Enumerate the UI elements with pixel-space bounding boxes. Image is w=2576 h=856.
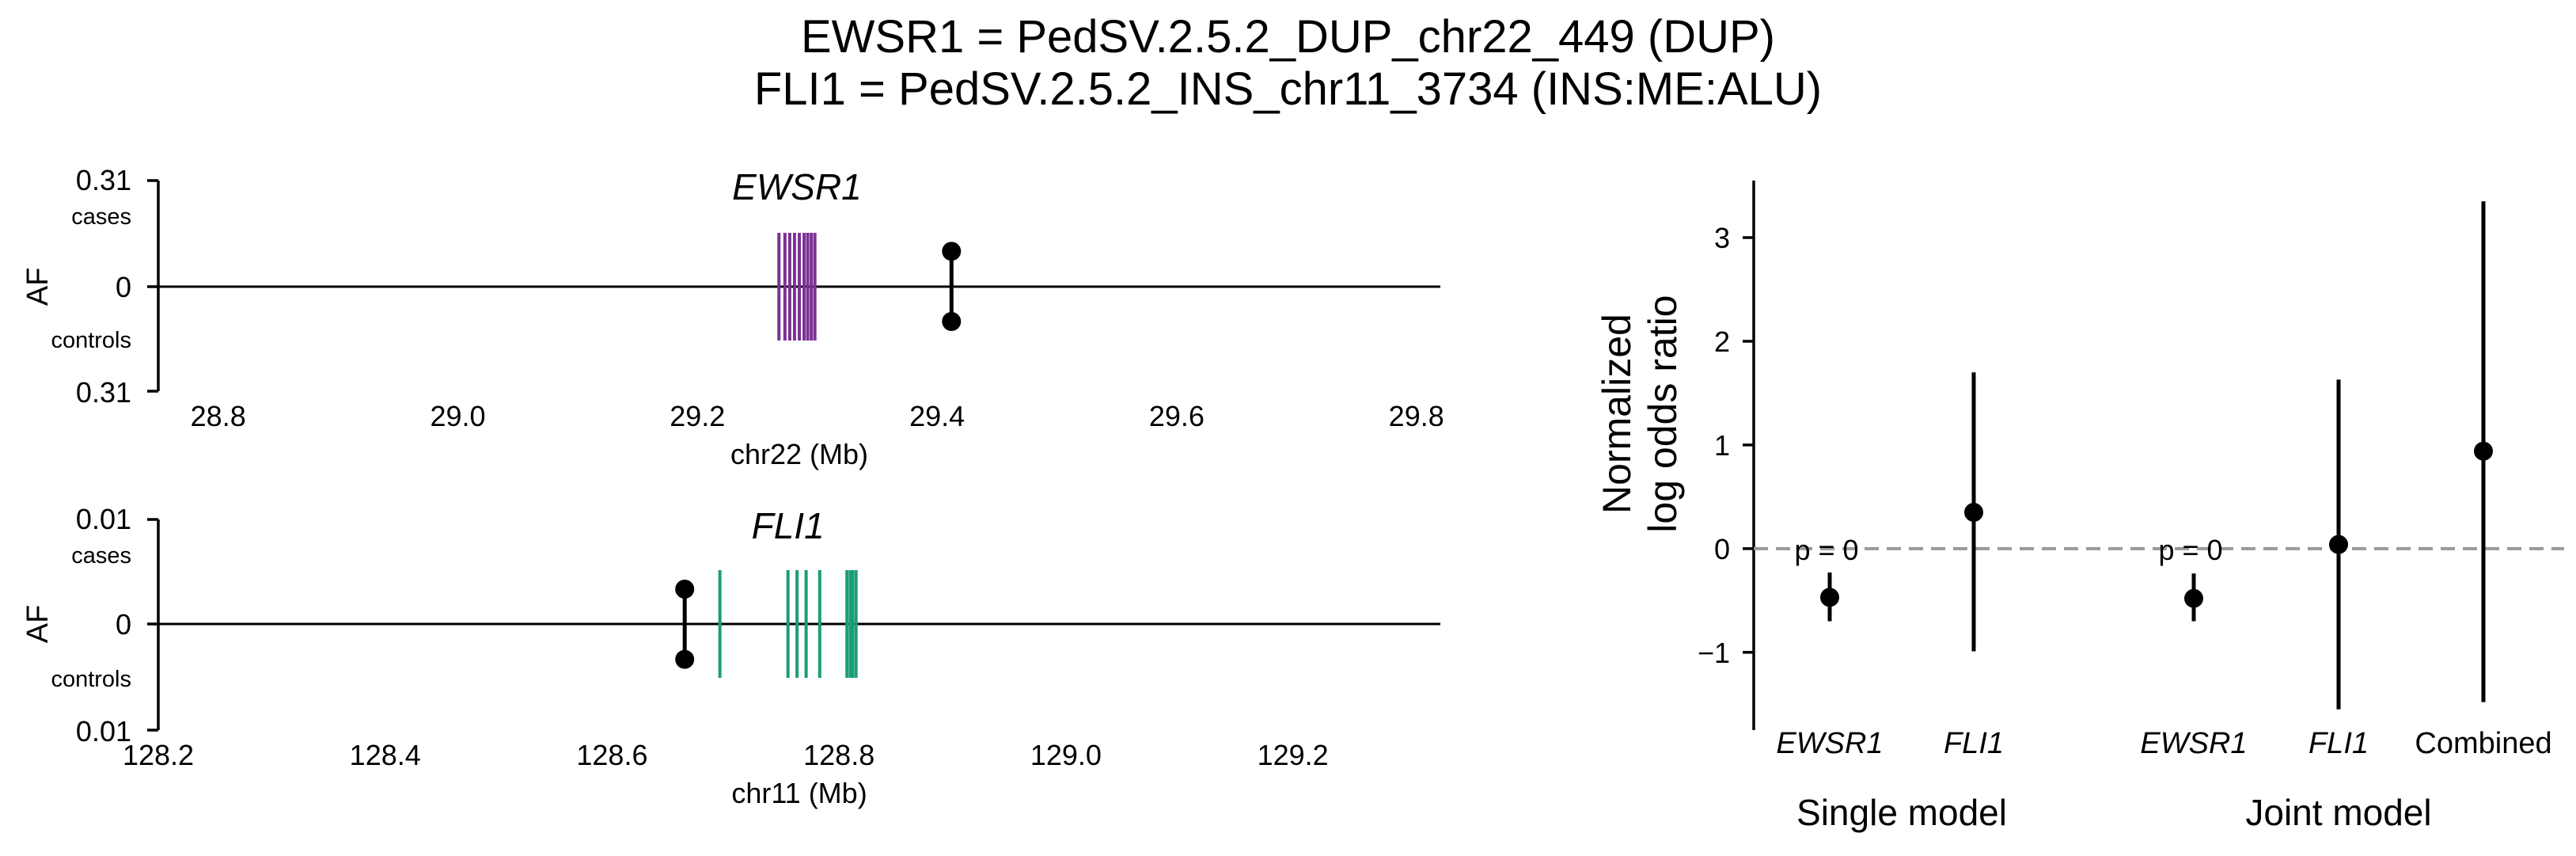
y-tick-label-mid-ewsr1: 0	[116, 271, 131, 303]
forest-point-0	[1820, 588, 1839, 607]
y-tick-label-bottom-ewsr1: 0.31	[76, 376, 131, 409]
forest-category-label-3: FLI1	[2309, 727, 2369, 760]
figure-title-line-1: EWSR1 = PedSV.2.5.2_DUP_chr22_449 (DUP)	[801, 11, 1775, 63]
controls-label-fli1: controls	[51, 667, 131, 692]
forest-point-1	[1964, 503, 1983, 523]
forest-y-tick-label-3: 2	[1714, 325, 1730, 358]
x-tick-label-fli1-5: 129.2	[1258, 739, 1329, 771]
x-axis-label-fli1: chr11 (Mb)	[731, 777, 867, 809]
variant-controls-point-ewsr1	[942, 312, 962, 331]
x-tick-label-ewsr1-3: 29.4	[909, 400, 965, 432]
x-tick-label-ewsr1-2: 29.2	[670, 400, 725, 432]
y-tick-label-mid-fli1: 0	[116, 608, 131, 641]
y-axis-label-ewsr1: AF	[21, 268, 55, 306]
forest-category-label-2: EWSR1	[2140, 727, 2247, 760]
variant-controls-point-fli1	[675, 649, 695, 669]
forest-y-tick-label-1: 0	[1714, 533, 1730, 565]
figure-title-line-2: FLI1 = PedSV.2.5.2_INS_chr11_3734 (INS:M…	[753, 63, 1823, 115]
forest-point-4	[2474, 441, 2493, 461]
gene-title-ewsr1: EWSR1	[732, 166, 862, 207]
cases-label-ewsr1: cases	[71, 204, 131, 230]
x-tick-label-fli1-2: 128.6	[576, 739, 647, 771]
x-tick-label-ewsr1-0: 28.8	[191, 400, 246, 432]
gene-title-fli1: FLI1	[752, 505, 825, 546]
variant-cases-point-fli1	[675, 580, 695, 599]
x-axis-label-ewsr1: chr22 (Mb)	[730, 438, 868, 470]
forest-category-label-0: EWSR1	[1776, 727, 1883, 760]
forest-y-label-line-2: log odds ratio	[1641, 295, 1685, 533]
x-tick-label-fli1-4: 129.0	[1030, 739, 1102, 771]
forest-y-tick-label-2: 1	[1714, 429, 1730, 462]
cases-label-fli1: cases	[71, 543, 131, 569]
x-tick-label-fli1-0: 128.2	[123, 739, 194, 771]
y-axis-label-fli1: AF	[21, 605, 55, 644]
forest-y-tick-label-0: −1	[1698, 637, 1730, 669]
forest-y-tick-label-4: 3	[1714, 222, 1730, 254]
y-tick-label-bottom-fli1: 0.01	[76, 715, 131, 748]
forest-point-2	[2184, 588, 2203, 608]
x-tick-label-ewsr1-1: 29.0	[430, 400, 485, 432]
variant-cases-point-ewsr1	[942, 242, 962, 261]
x-tick-label-ewsr1-5: 29.8	[1389, 400, 1444, 432]
y-tick-label-top-fli1: 0.01	[76, 503, 131, 535]
forest-group-label-1: Joint model	[2245, 792, 2431, 833]
y-tick-label-top-ewsr1: 0.31	[76, 164, 131, 196]
x-tick-label-fli1-3: 128.8	[803, 739, 874, 771]
forest-group-label-0: Single model	[1796, 792, 2007, 833]
forest-point-3	[2329, 535, 2348, 554]
x-tick-label-fli1-1: 128.4	[350, 739, 421, 771]
x-tick-label-ewsr1-4: 29.6	[1149, 400, 1205, 432]
forest-category-label-4: Combined	[2415, 727, 2551, 760]
forest-category-label-1: FLI1	[1944, 727, 2004, 760]
forest-annotation-2: p = 0	[2158, 534, 2222, 566]
forest-y-label-line-1: Normalized	[1595, 314, 1639, 514]
forest-annotation-0: p = 0	[1794, 534, 1858, 566]
controls-label-ewsr1: controls	[51, 328, 131, 353]
